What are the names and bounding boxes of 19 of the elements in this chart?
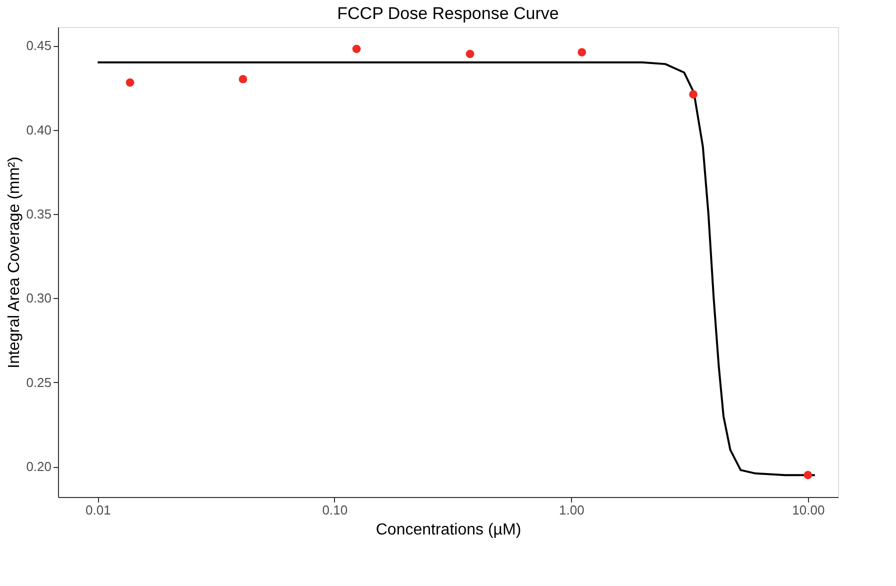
y-tick-label: 0.30 — [26, 290, 52, 306]
chart-title: FCCP Dose Response Curve — [337, 4, 559, 23]
x-tick-label: 10.00 — [792, 502, 825, 518]
x-axis-title: Concentrations (µM) — [376, 522, 522, 538]
point — [126, 78, 134, 87]
x-tick-label: 0.10 — [322, 502, 348, 518]
point — [352, 44, 361, 54]
y-tick-label: 0.25 — [26, 374, 52, 390]
x-tick-label: 0.01 — [85, 502, 111, 518]
x-tick-label: 1.00 — [559, 502, 584, 518]
y-tick-label: 0.35 — [26, 206, 52, 222]
y-tick-label: 0.45 — [26, 38, 52, 54]
point — [804, 470, 812, 480]
y-axis-title: Integral Area Coverage (mm²) — [6, 156, 24, 368]
point — [238, 75, 248, 84]
point — [578, 48, 586, 56]
y-tick-label: 0.20 — [26, 459, 52, 474]
y-tick-label: 0.40 — [26, 122, 52, 138]
point — [466, 50, 474, 58]
